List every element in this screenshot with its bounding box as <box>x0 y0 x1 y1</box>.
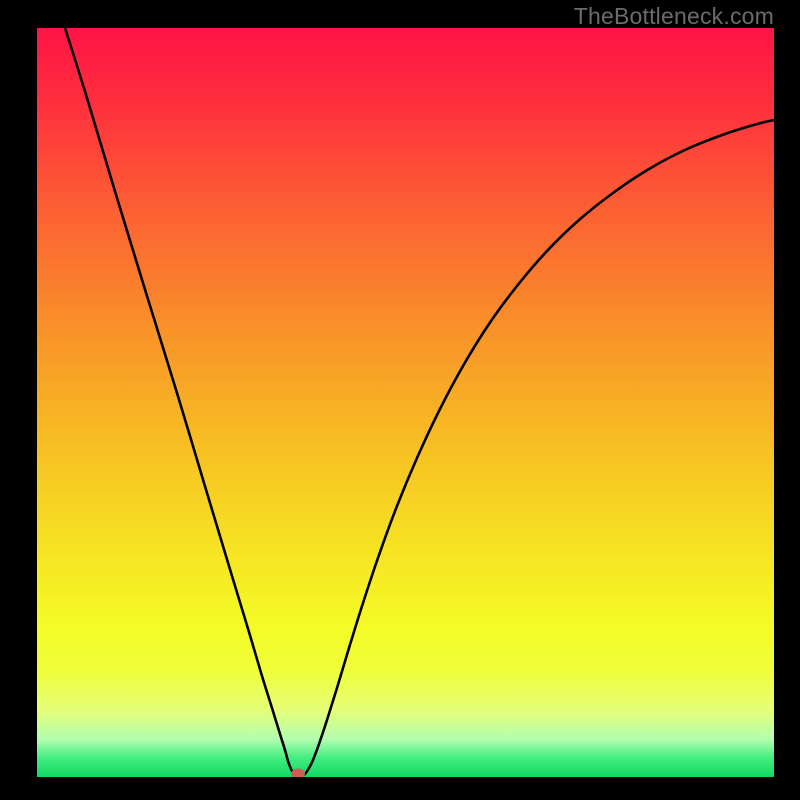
watermark-text: TheBottleneck.com <box>574 3 774 30</box>
chart-frame <box>0 0 800 800</box>
